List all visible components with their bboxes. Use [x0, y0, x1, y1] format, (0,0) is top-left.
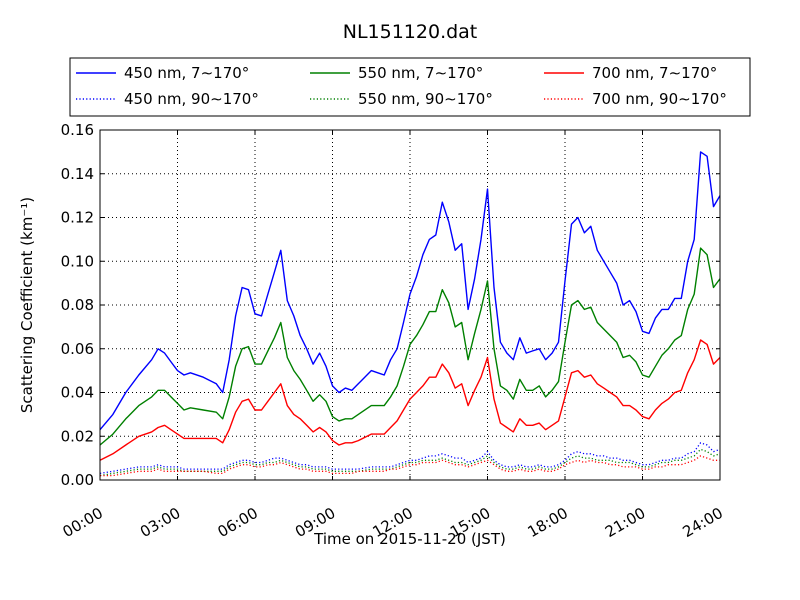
x-tick-label: 00:00 — [60, 504, 106, 541]
y-tick-label: 0.10 — [61, 252, 94, 270]
series-line-6 — [100, 455, 720, 477]
y-tick-label: 0.00 — [61, 471, 94, 489]
x-axis: 00:00 03:00 06:00 09:00 12:00 15:00 18:00 21:00… — [60, 130, 726, 541]
grid — [100, 130, 720, 480]
y-axis: 0.00 0.02 0.04 0.06 0.08 0.10 0.12 0.14 0.16 — [61, 121, 720, 489]
x-tick-label: 24:00 — [680, 504, 726, 541]
legend-label: 700 nm, 7∼170° — [592, 64, 717, 82]
y-tick-label: 0.16 — [61, 121, 94, 139]
y-tick-label: 0.14 — [61, 165, 94, 183]
legend-label: 550 nm, 90∼170° — [358, 90, 493, 108]
x-tick-label: 03:00 — [137, 504, 183, 541]
legend: 450 nm, 7∼170° 550 nm, 7∼170° 700 nm, 7∼17… — [69, 57, 751, 117]
y-tick-label: 0.12 — [61, 209, 94, 227]
y-tick-label: 0.08 — [61, 296, 94, 314]
legend-label: 700 nm, 90∼170° — [592, 90, 727, 108]
series-line-5 — [99, 448, 721, 477]
series-line-3 — [99, 339, 721, 461]
y-tick-label: 0.06 — [61, 340, 94, 358]
series-line-4 — [99, 442, 721, 475]
legend-label: 450 nm, 90∼170° — [124, 90, 259, 108]
chart-title: NL151120.dat — [343, 21, 478, 43]
legend-label: 550 nm, 7∼170° — [358, 64, 483, 82]
series-line-2 — [99, 247, 721, 446]
legend-label: 450 nm, 7∼170° — [124, 64, 249, 82]
series-line-1 — [99, 151, 721, 431]
x-tick-label: 06:00 — [215, 504, 261, 541]
x-tick-label: 21:00 — [602, 504, 648, 541]
x-tick-label: 18:00 — [525, 504, 571, 541]
y-tick-label: 0.04 — [61, 384, 94, 402]
legend-frame — [69, 57, 751, 117]
plot-area — [99, 151, 721, 477]
y-axis-label: Scattering Coefficient (km⁻¹) — [18, 197, 36, 413]
y-tick-label: 0.02 — [61, 427, 94, 445]
x-axis-label: Time on 2015-11-20 (JST) — [313, 530, 506, 548]
